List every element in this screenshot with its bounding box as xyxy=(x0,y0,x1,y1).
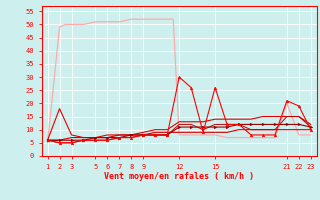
X-axis label: Vent moyen/en rafales ( km/h ): Vent moyen/en rafales ( km/h ) xyxy=(104,172,254,181)
